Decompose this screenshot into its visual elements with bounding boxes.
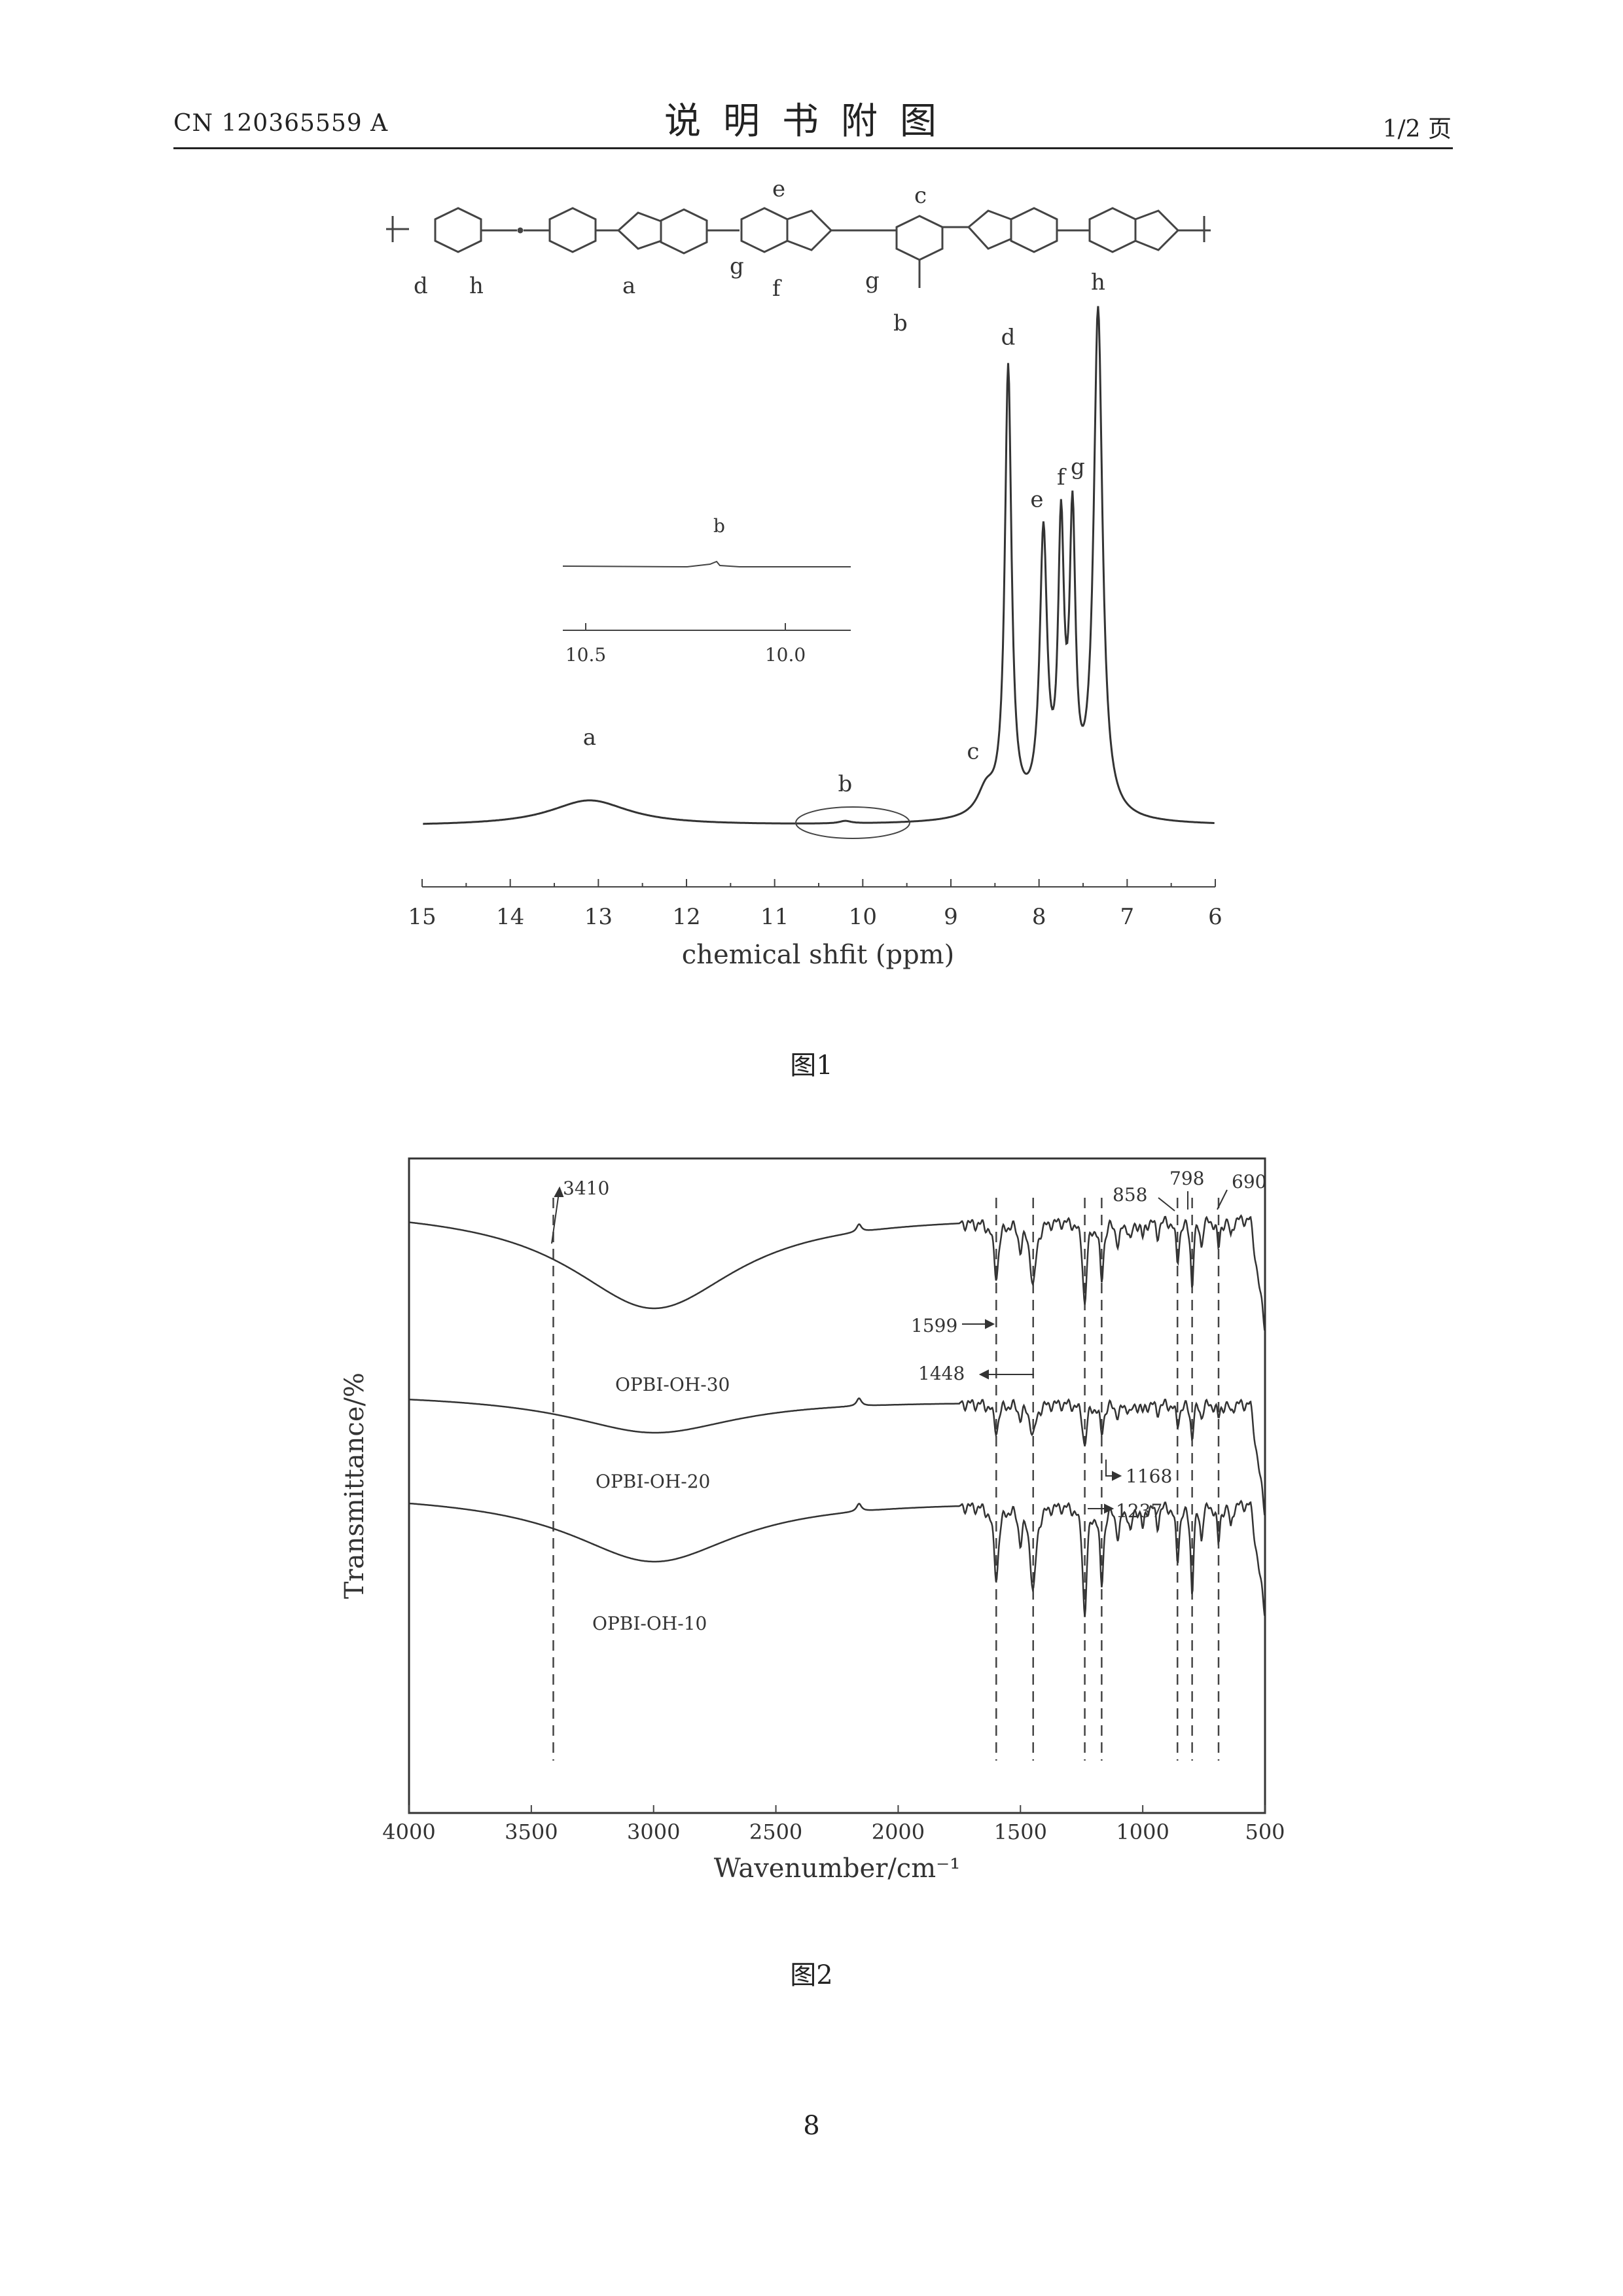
ftir-y-axis-label: Transmittance/% [340, 1372, 370, 1599]
ftir-tick-label: 1000 [1116, 1820, 1169, 1844]
ftir-series-label-30: OPBI-OH-30 [615, 1374, 730, 1395]
benzene-ring-3 [661, 209, 707, 253]
nmr-tick-label: 6 [1208, 904, 1222, 930]
figure-2-caption: 图2 [0, 1954, 1623, 1992]
structure-label-e: e [772, 176, 785, 202]
band-label-1599: 1599 [911, 1315, 957, 1336]
ftir-series-label-20: OPBI-OH-20 [596, 1471, 710, 1492]
ftir-tick-label: 3500 [505, 1820, 558, 1844]
ftir-chart: 4000 3500 3000 2500 2000 1500 1000 500 Wavenumb… [340, 1158, 1285, 1884]
benzene-ring-6 [1090, 208, 1135, 252]
ftir-tick-label: 4000 [382, 1820, 435, 1844]
band-label-3410: 3410 [563, 1177, 609, 1199]
benzene-ring-5 [1011, 208, 1057, 252]
ftir-series-label-10: OPBI-OH-10 [592, 1613, 707, 1634]
benzene-ring-2 [550, 208, 596, 252]
nmr-inset: b 10.5 10.0 [563, 515, 851, 666]
nmr-tick-label: 13 [584, 904, 613, 930]
structure-label-c: c [914, 183, 927, 209]
figure-1-caption: 图1 [0, 1044, 1623, 1082]
page-number: 8 [0, 2111, 1623, 2141]
band-label-1448: 1448 [918, 1363, 965, 1384]
inset-tick-10-5: 10.5 [565, 644, 606, 666]
nmr-peak-label-d: d [1001, 325, 1016, 351]
imidazole-ring-1 [618, 213, 661, 249]
nmr-peak-label-c: c [967, 738, 979, 764]
nmr-chart: 15 14 13 12 11 10 9 8 7 6 chemical shfit (ppm) a b… [408, 270, 1222, 970]
nmr-tick-label: 15 [408, 904, 436, 930]
nmr-tick-label: 8 [1032, 904, 1046, 930]
band-label-1168: 1168 [1126, 1465, 1172, 1487]
arrow-858 [1158, 1198, 1175, 1211]
ftir-tick-label: 1500 [994, 1820, 1047, 1844]
structure-label-d: d [414, 273, 428, 299]
ftir-band-labels: 3410 1599 1448 1237 1168 858 798 690 [563, 1168, 1266, 1522]
structure-label-h: h [469, 273, 484, 299]
ftir-tick-label: 500 [1245, 1820, 1285, 1844]
nmr-peak-label-g: g [1071, 454, 1085, 480]
imidazole-ring-4 [1135, 211, 1178, 250]
ftir-series-opbi-oh-30 [409, 1215, 1264, 1330]
hydroxyphenyl-ring [897, 216, 942, 260]
band-label-858: 858 [1113, 1184, 1147, 1206]
inset-tick-10-0: 10.0 [765, 644, 806, 666]
nmr-tick-label: 14 [496, 904, 524, 930]
ftir-ticks: 4000 3500 3000 2500 2000 1500 1000 500 [382, 1805, 1285, 1844]
nmr-tick-label: 10 [849, 904, 877, 930]
nmr-peak-label-b: b [838, 771, 853, 797]
nmr-tick-label: 9 [944, 904, 958, 930]
nmr-peak-labels: abcdefgh [583, 270, 1105, 797]
structure-labels: d h a g e f g c b [414, 176, 927, 336]
molecular-structure [386, 208, 1211, 288]
structure-label-a: a [622, 273, 635, 299]
nmr-x-axis-label: chemical shfit (ppm) [682, 940, 954, 970]
nmr-tick-label: 7 [1120, 904, 1135, 930]
nmr-peak-label-e: e [1030, 487, 1043, 513]
structure-label-b: b [893, 310, 908, 336]
nmr-peak-label-a: a [583, 725, 596, 751]
benzene-ring-4 [741, 208, 787, 252]
ftir-tick-label: 3000 [627, 1820, 680, 1844]
inset-peak-label-b: b [713, 515, 725, 537]
benzene-ring-1 [435, 208, 481, 252]
ftir-tick-label: 2500 [749, 1820, 802, 1844]
ftir-x-axis-label: Wavenumber/cm⁻¹ [714, 1854, 961, 1884]
band-label-690: 690 [1232, 1171, 1266, 1193]
structure-label-f: f [772, 276, 782, 302]
imidazole-ring-2 [787, 211, 831, 250]
nmr-peak-label-f: f [1057, 465, 1067, 491]
nmr-tick-label: 12 [672, 904, 700, 930]
nmr-spectrum-line [423, 306, 1214, 824]
ftir-band-arrows [552, 1188, 1227, 1513]
band-label-1237: 1237 [1116, 1500, 1162, 1522]
inset-upper-trace [563, 562, 851, 567]
nmr-peak-label-h: h [1091, 270, 1105, 296]
structure-label-g1: g [730, 253, 744, 279]
ftir-series-opbi-oh-20 [409, 1399, 1264, 1516]
ftir-tick-label: 2000 [872, 1820, 925, 1844]
band-label-798: 798 [1169, 1168, 1204, 1189]
imidazole-ring-3 [969, 211, 1011, 249]
structure-label-g2: g [865, 268, 880, 294]
nmr-tick-label: 11 [760, 904, 789, 930]
